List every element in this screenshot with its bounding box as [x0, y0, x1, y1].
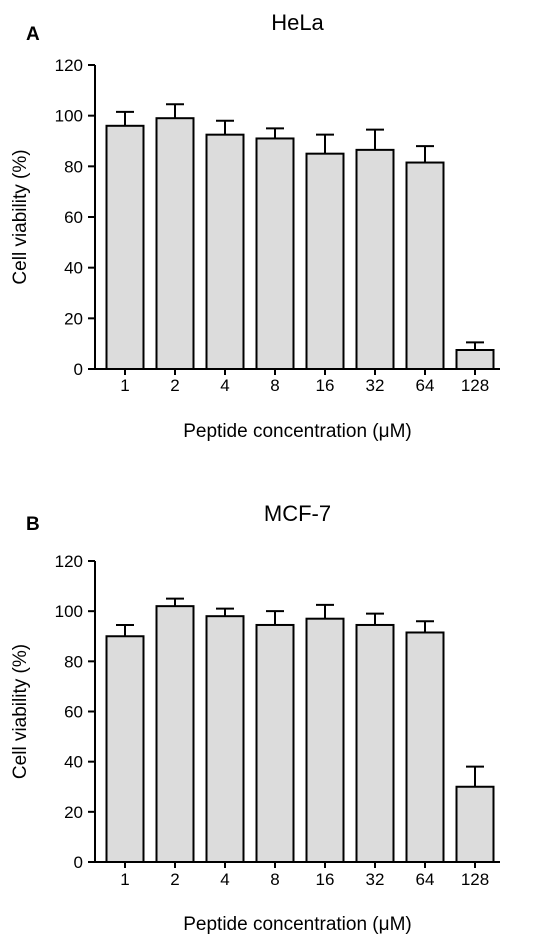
panel-a-y-tick-label-100: 100 — [55, 107, 83, 126]
panel-a-y-tick-label-60: 60 — [64, 208, 83, 227]
panel-a-x-tick-label-64: 64 — [416, 376, 435, 395]
panel-b-title: MCF-7 — [264, 501, 331, 526]
panel-b-bar-128 — [455, 785, 495, 863]
panel-b-y-tick-label-60: 60 — [64, 703, 83, 722]
panel-a-bar-8 — [255, 137, 295, 370]
panel-a-x-tick-label-16: 16 — [316, 376, 335, 395]
panel-b-letter: B — [26, 514, 40, 535]
panel-b-x-tick-label-64: 64 — [416, 870, 435, 889]
panel-a-x-axis-label: Peptide concentration (μM) — [183, 421, 412, 442]
panel-a-bar-4 — [205, 133, 245, 370]
panel-b-bar-64 — [405, 631, 445, 863]
panel-a-bar-64 — [405, 161, 445, 370]
panel-a-y-tick-label-80: 80 — [64, 157, 83, 176]
panel-b-x-tick-label-1: 1 — [120, 870, 129, 889]
panel-b-bar-8 — [255, 623, 295, 864]
panel-a-y-axis-label: Cell viability (%) — [10, 149, 31, 284]
panel-a-bar-1 — [105, 124, 145, 370]
panel-a-y-tick-label-40: 40 — [64, 259, 83, 278]
panel-b-x-tick-label-128: 128 — [461, 870, 489, 889]
panel-a-x-tick-label-4: 4 — [220, 376, 229, 395]
panel-a-bar-128 — [455, 349, 495, 370]
panel-a-bar-16 — [305, 152, 345, 370]
panel-b-bar-4 — [205, 615, 245, 864]
panel-a-y-tick-label-20: 20 — [64, 309, 83, 328]
panel-b-y-tick-label-0: 0 — [74, 853, 83, 872]
panel-b-y-tick-label-20: 20 — [64, 803, 83, 822]
panel-a-x-tick-label-128: 128 — [461, 376, 489, 395]
panel-b-bar-1 — [105, 635, 145, 863]
panel-b-x-axis-label: Peptide concentration (μM) — [183, 914, 412, 935]
panel-a-x-tick-label-32: 32 — [366, 376, 385, 395]
panel-b-bar-16 — [305, 617, 345, 863]
panel-b-x-tick-label-16: 16 — [316, 870, 335, 889]
panel-a-title: HeLa — [271, 10, 324, 35]
panel-b-x-tick-label-4: 4 — [220, 870, 229, 889]
panel-a-y-tick-label-120: 120 — [55, 56, 83, 75]
panel-b-y-tick-label-100: 100 — [55, 602, 83, 621]
panel-b-x-tick-label-2: 2 — [170, 870, 179, 889]
panel-a-x-tick-label-1: 1 — [120, 376, 129, 395]
panel-b-x-tick-label-8: 8 — [270, 870, 279, 889]
panel-a-y-tick-label-0: 0 — [74, 360, 83, 379]
panel-b-x-tick-label-32: 32 — [366, 870, 385, 889]
panel-b-y-tick-label-120: 120 — [55, 552, 83, 571]
panel-a-bar-2 — [155, 117, 195, 370]
panel-b-y-axis-label: Cell viability (%) — [10, 644, 31, 779]
panel-a-x-tick-label-2: 2 — [170, 376, 179, 395]
panel-b-bar-2 — [155, 605, 195, 864]
panel-a-bar-32 — [355, 148, 395, 370]
panel-b-y-tick-label-40: 40 — [64, 753, 83, 772]
panel-b-y-tick-label-80: 80 — [64, 652, 83, 671]
panel-b-bar-32 — [355, 623, 395, 864]
panel-a-x-tick-label-8: 8 — [270, 376, 279, 395]
panel-a-letter: A — [26, 24, 40, 45]
